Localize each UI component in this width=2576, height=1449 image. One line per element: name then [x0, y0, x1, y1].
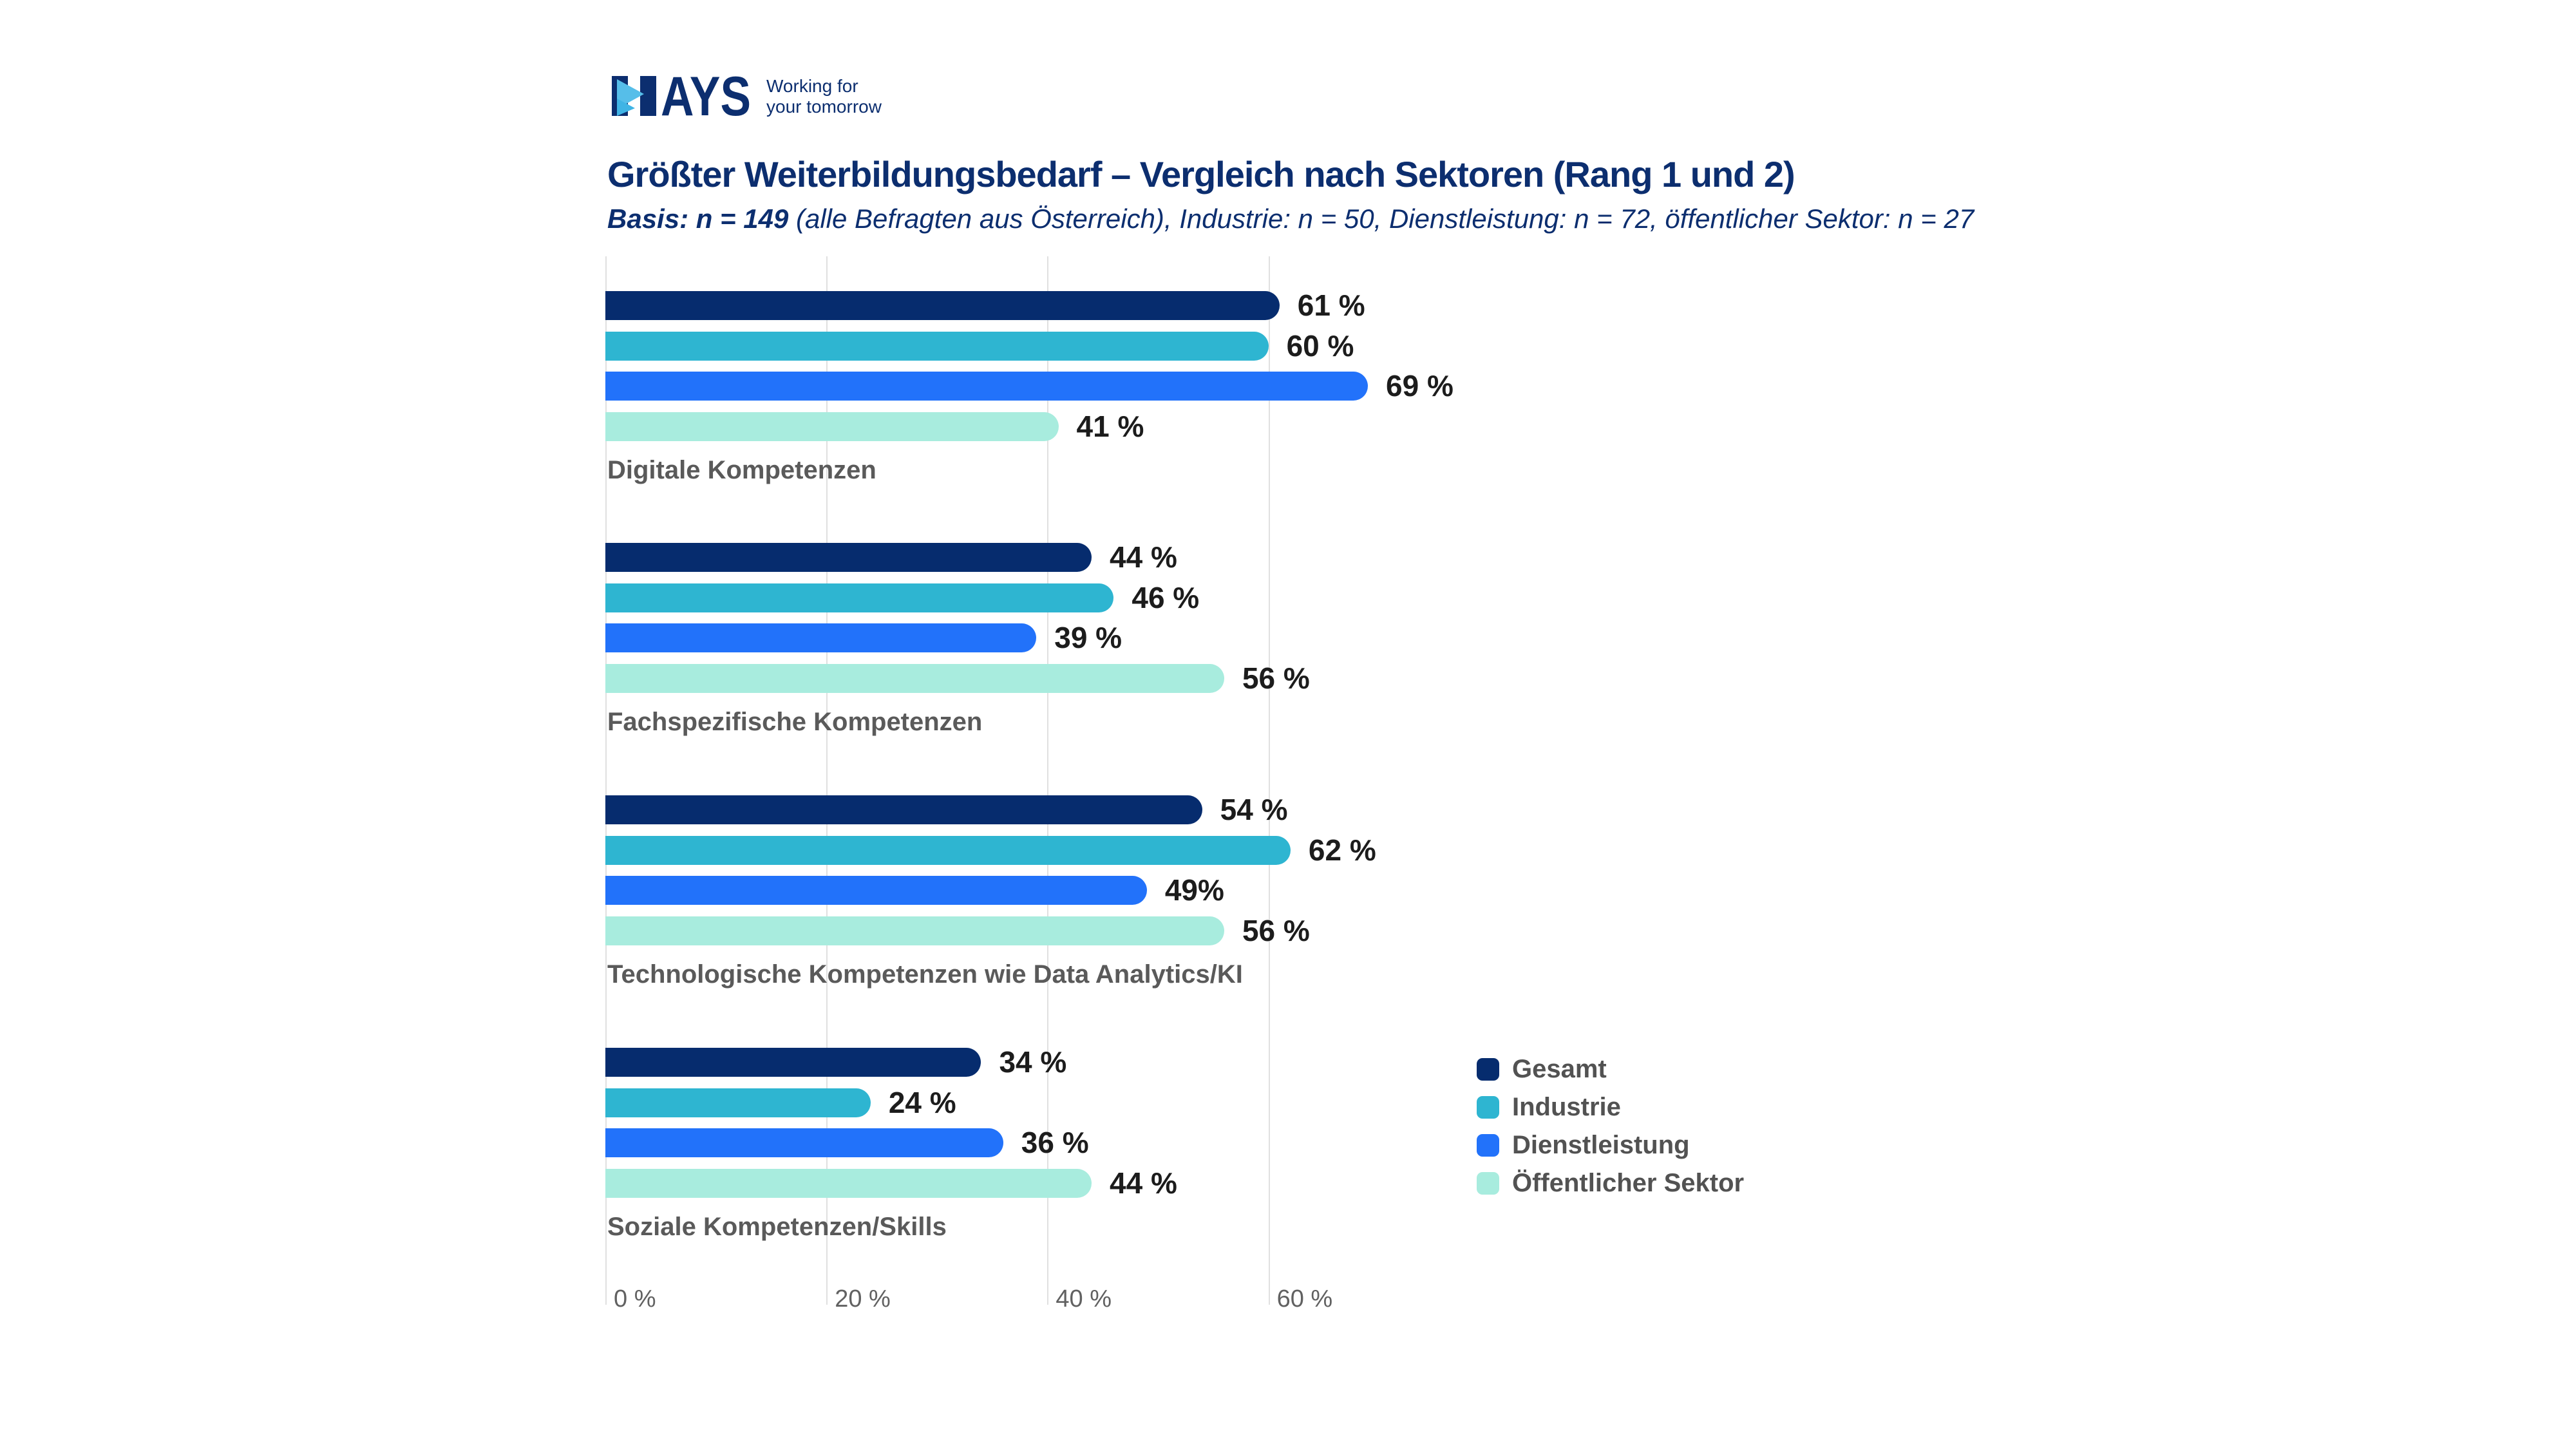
svg-text:AYS: AYS: [661, 75, 751, 117]
value-label-dienstleistung-fachspezifische-kompetenzen: 39 %: [1054, 621, 1122, 654]
legend-item-gesamt: Gesamt: [1477, 1055, 1744, 1083]
legend-item-dienstleistung: Dienstleistung: [1477, 1131, 1744, 1159]
x-axis-tick-20pct: 20 %: [835, 1285, 891, 1312]
bar-gesamt-soziale-kompetenzen-skills: [605, 1048, 981, 1077]
value-label-öffentlicher-sektor-technologische-kompetenzen-wie-data-analytics-ki: 56 %: [1242, 913, 1310, 947]
bar-öffentlicher-sektor-technologische-kompetenzen-wie-data-analytics-ki: [605, 916, 1224, 945]
bar-industrie-technologische-kompetenzen-wie-data-analytics-ki: [605, 835, 1291, 865]
bar-dienstleistung-digitale-kompetenzen: [605, 372, 1368, 401]
bar-dienstleistung-fachspezifische-kompetenzen: [605, 623, 1037, 652]
value-label-industrie-technologische-kompetenzen-wie-data-analytics-ki: 62 %: [1308, 833, 1376, 867]
legend-label-dienstleistung: Dienstleistung: [1512, 1131, 1690, 1159]
chart-legend: Gesamt Industrie Dienstleistung Öffentliche…: [1477, 1055, 1745, 1210]
value-label-dienstleistung-technologische-kompetenzen-wie-data-analytics-ki: 49%: [1164, 873, 1224, 907]
value-label-gesamt-fachspezifische-kompetenzen: 44 %: [1110, 540, 1177, 574]
value-label-gesamt-soziale-kompetenzen-skills: 34 %: [999, 1045, 1067, 1079]
value-label-industrie-fachspezifische-kompetenzen: 46 %: [1132, 580, 1200, 614]
gridline-40pct: [1047, 256, 1049, 1305]
logo-tagline-line1: Working for: [766, 76, 858, 96]
value-label-industrie-soziale-kompetenzen-skills: 24 %: [888, 1085, 956, 1119]
gridline-20pct: [826, 256, 828, 1305]
gridline-60pct: [1268, 256, 1270, 1305]
hays-logomark: AYS: [612, 75, 751, 117]
category-label-digitale-kompetenzen: Digitale Kompetenzen: [607, 456, 876, 484]
logo-tagline-line2: your tomorrow: [766, 97, 882, 117]
chart-subtitle-detail: (alle Befragten aus Österreich), Industr…: [788, 204, 1975, 234]
hays-arrow-icon: [617, 99, 635, 116]
bar-chart: 61 % 60 % 69 % 41 % Digitale Kompetenzen 44 %…: [605, 256, 1571, 1325]
value-label-dienstleistung-soziale-kompetenzen-skills: 36 %: [1021, 1126, 1089, 1159]
bar-dienstleistung-technologische-kompetenzen-wie-data-analytics-ki: [605, 876, 1147, 905]
legend-label-gesamt: Gesamt: [1512, 1055, 1607, 1083]
x-axis-tick-0pct: 0 %: [614, 1285, 656, 1312]
gridline-0pct: [605, 256, 607, 1305]
bar-öffentlicher-sektor-fachspezifische-kompetenzen: [605, 663, 1224, 693]
bar-öffentlicher-sektor-soziale-kompetenzen-skills: [605, 1168, 1092, 1198]
value-label-öffentlicher-sektor-fachspezifische-kompetenzen: 56 %: [1242, 661, 1310, 695]
hays-arrow-icon: [617, 79, 644, 109]
category-label-technologische-kompetenzen-wie-data-analytics-ki: Technologische Kompetenzen wie Data Anal…: [607, 960, 1243, 989]
x-axis-tick-40pct: 40 %: [1056, 1285, 1112, 1312]
legend-label-industrie: Industrie: [1512, 1093, 1621, 1121]
value-label-dienstleistung-digitale-kompetenzen: 69 %: [1386, 369, 1454, 402]
bar-gesamt-fachspezifische-kompetenzen: [605, 543, 1092, 572]
legend-label-öffentlicher-sektor: Öffentlicher Sektor: [1512, 1169, 1745, 1197]
bar-industrie-soziale-kompetenzen-skills: [605, 1088, 871, 1117]
value-label-industrie-digitale-kompetenzen: 60 %: [1286, 328, 1354, 363]
chart-subtitle: Basis: n = 149 (alle Befragten aus Öster…: [607, 204, 2153, 234]
value-label-gesamt-technologische-kompetenzen-wie-data-analytics-ki: 54 %: [1220, 793, 1288, 826]
legend-swatch-industrie: [1477, 1096, 1499, 1119]
bar-gesamt-technologische-kompetenzen-wie-data-analytics-ki: [605, 795, 1202, 824]
bar-industrie-digitale-kompetenzen: [605, 331, 1269, 361]
legend-swatch-dienstleistung: [1477, 1134, 1499, 1157]
value-label-gesamt-digitale-kompetenzen: 61 %: [1297, 289, 1365, 322]
chart-title: Größter Weiterbildungsbedarf – Vergleich…: [607, 154, 1795, 194]
category-label-fachspezifische-kompetenzen: Fachspezifische Kompetenzen: [607, 708, 983, 736]
chart-subtitle-basis: Basis: n = 149: [607, 204, 789, 234]
bar-dienstleistung-soziale-kompetenzen-skills: [605, 1128, 1003, 1157]
x-axis-tick-60pct: 60 %: [1276, 1285, 1333, 1312]
legend-item-industrie: Industrie: [1477, 1093, 1744, 1121]
category-label-soziale-kompetenzen-skills: Soziale Kompetenzen/Skills: [607, 1213, 947, 1241]
legend-swatch-gesamt: [1477, 1058, 1499, 1081]
value-label-öffentlicher-sektor-digitale-kompetenzen: 41 %: [1076, 409, 1144, 443]
bar-öffentlicher-sektor-digitale-kompetenzen: [605, 412, 1059, 441]
legend-item-öffentlicher-sektor: Öffentlicher Sektor: [1477, 1169, 1745, 1197]
hays-logo: AYS Working for your tomorrow: [612, 68, 972, 126]
value-label-öffentlicher-sektor-soziale-kompetenzen-skills: 44 %: [1110, 1166, 1177, 1200]
bar-gesamt-digitale-kompetenzen: [605, 291, 1280, 320]
legend-swatch-öffentlicher-sektor: [1477, 1172, 1499, 1195]
bar-industrie-fachspezifische-kompetenzen: [605, 583, 1114, 612]
logo-tagline: Working for your tomorrow: [766, 76, 882, 117]
